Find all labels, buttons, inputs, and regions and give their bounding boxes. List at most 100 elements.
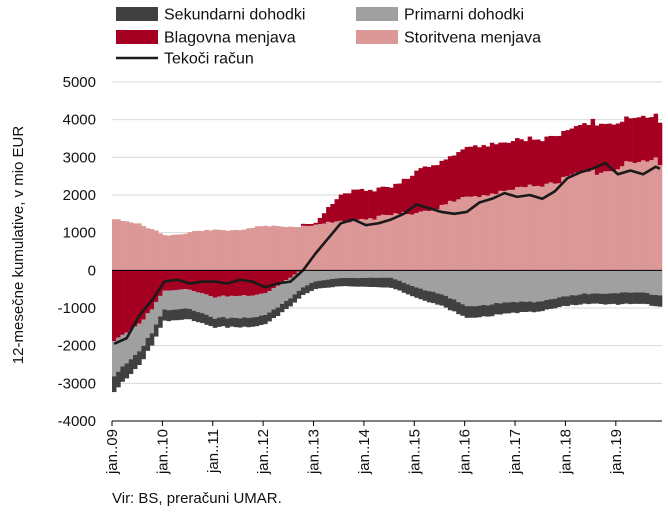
bar-sec bbox=[565, 296, 570, 307]
bar-serv bbox=[468, 196, 474, 271]
bar-serv bbox=[187, 232, 193, 271]
bar-goods bbox=[590, 118, 596, 169]
bar-pri bbox=[498, 270, 503, 304]
bar-sec bbox=[267, 312, 272, 322]
bar-serv bbox=[300, 225, 306, 271]
bar-goods bbox=[124, 270, 130, 333]
bar-pri bbox=[334, 270, 340, 279]
bar-serv bbox=[599, 172, 604, 271]
bar-serv bbox=[401, 211, 407, 271]
bar-pri bbox=[481, 270, 486, 305]
bar-goods bbox=[422, 166, 428, 211]
bar-sec bbox=[149, 333, 155, 346]
bar-goods bbox=[565, 130, 570, 177]
bar-pri bbox=[628, 270, 633, 293]
bar-sec bbox=[141, 345, 146, 360]
bar-sec bbox=[250, 317, 256, 327]
bar-sec bbox=[112, 376, 117, 393]
bar-goods bbox=[456, 152, 461, 200]
bar-pri bbox=[439, 270, 444, 295]
bar-sec bbox=[326, 279, 331, 288]
bar-sec bbox=[200, 313, 205, 324]
bar-sec bbox=[229, 317, 235, 327]
bar-goods bbox=[620, 121, 625, 167]
bar-sec bbox=[305, 285, 310, 294]
bar-goods bbox=[237, 270, 243, 296]
bar-pri bbox=[237, 295, 243, 319]
y-tick-label: 0 bbox=[88, 262, 96, 279]
bar-pri bbox=[170, 290, 176, 310]
bar-serv bbox=[158, 233, 163, 271]
bar-sec bbox=[128, 359, 134, 374]
legend-label-ca: Tekoči račun bbox=[164, 51, 254, 68]
bar-sec bbox=[489, 304, 495, 317]
bar-pri bbox=[326, 270, 331, 280]
bar-sec bbox=[321, 280, 327, 288]
bar-pri bbox=[523, 270, 528, 302]
bar-pri bbox=[603, 270, 608, 294]
bar-sec bbox=[380, 277, 386, 288]
bar-pri bbox=[397, 270, 402, 281]
bar-sec bbox=[548, 299, 554, 309]
bar-sec bbox=[195, 312, 201, 323]
bar-pri bbox=[116, 337, 121, 372]
bar-goods bbox=[414, 170, 419, 213]
bar-pri bbox=[431, 270, 436, 292]
bar-goods bbox=[582, 123, 587, 172]
bar-sec bbox=[603, 293, 608, 305]
bar-sec bbox=[237, 318, 243, 328]
bar-pri bbox=[573, 270, 579, 296]
bar-serv bbox=[389, 215, 394, 271]
bar-serv bbox=[384, 215, 390, 271]
bar-goods bbox=[389, 187, 394, 216]
bar-pri bbox=[191, 291, 197, 311]
bar-goods bbox=[279, 270, 285, 283]
bar-sec bbox=[179, 308, 184, 320]
bar-pri bbox=[548, 270, 554, 300]
bar-goods bbox=[132, 270, 138, 327]
bar-sec bbox=[611, 293, 617, 304]
bar-serv bbox=[477, 197, 482, 271]
bar-goods bbox=[112, 270, 117, 342]
bar-pri bbox=[212, 297, 218, 319]
bar-serv bbox=[179, 234, 184, 271]
bar-serv bbox=[242, 229, 247, 271]
bar-goods bbox=[334, 199, 340, 222]
bar-sec bbox=[460, 304, 465, 316]
bar-serv bbox=[410, 214, 415, 271]
bar-sec bbox=[519, 301, 524, 312]
line-tekoci-racun bbox=[113, 161, 661, 345]
bar-serv bbox=[393, 213, 398, 271]
bar-serv bbox=[326, 221, 331, 271]
bar-serv bbox=[380, 214, 386, 271]
bar-goods bbox=[393, 183, 398, 214]
bar-goods bbox=[128, 270, 134, 331]
bar-sec bbox=[657, 295, 663, 307]
bar-sec bbox=[494, 302, 499, 315]
bar-pri bbox=[615, 270, 621, 294]
line-layer bbox=[113, 161, 661, 345]
bar-pri bbox=[456, 270, 461, 303]
bar-pri bbox=[271, 288, 277, 310]
bar-pri bbox=[645, 270, 650, 294]
y-tick-label: -2000 bbox=[58, 338, 96, 355]
bar-sec bbox=[431, 291, 436, 304]
bar-serv bbox=[523, 187, 528, 271]
bar-pri bbox=[225, 296, 230, 319]
bar-goods bbox=[401, 178, 407, 212]
bar-sec bbox=[355, 278, 361, 287]
bar-serv bbox=[494, 194, 499, 271]
bar-sec bbox=[641, 292, 646, 304]
bar-serv bbox=[502, 190, 507, 271]
bar-pri bbox=[292, 274, 298, 295]
bar-serv bbox=[254, 226, 260, 271]
bar-pri bbox=[515, 270, 520, 303]
bar-sec bbox=[620, 292, 625, 305]
bar-serv bbox=[279, 226, 285, 271]
bar-sec bbox=[153, 324, 159, 337]
bar-serv bbox=[628, 161, 633, 271]
bar-pri bbox=[586, 270, 591, 295]
bar-serv bbox=[548, 182, 554, 271]
bar-sec bbox=[208, 316, 214, 327]
bar-serv bbox=[237, 230, 243, 271]
